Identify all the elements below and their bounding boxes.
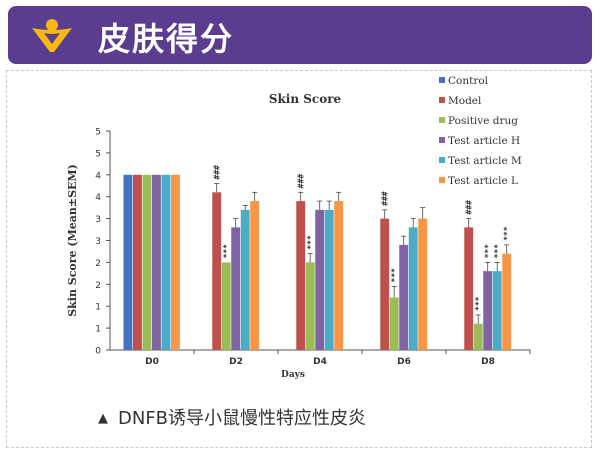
y-tick-label: 4 <box>95 193 101 203</box>
significance-label: *** <box>474 296 483 311</box>
y-axis-label: Skin Score (Mean±SEM) <box>66 164 79 317</box>
bar-test-article-h <box>315 209 325 350</box>
significance-label: ### <box>381 191 390 206</box>
bar-test-article-l <box>250 201 260 350</box>
x-axis-label: Days <box>281 370 305 380</box>
figure-caption: ▲ DNFB诱导小鼠慢性特应性皮炎 <box>98 404 366 430</box>
significance-label: *** <box>503 226 512 241</box>
significance-label: ### <box>465 200 474 215</box>
x-tick-label: D6 <box>397 357 411 367</box>
bar-test-article-l <box>418 218 428 350</box>
legend-swatch <box>439 177 445 183</box>
header-banner: 皮肤得分 <box>8 6 592 64</box>
bar-test-article-l <box>334 201 344 350</box>
legend-swatch <box>439 137 445 143</box>
significance-label: *** <box>493 244 502 259</box>
y-tick-label: 1 <box>95 303 101 313</box>
bar-positive-drug <box>473 323 483 350</box>
legend-swatch <box>439 97 445 103</box>
legend-entry: Test article M <box>448 155 522 167</box>
bar-model <box>212 192 222 350</box>
bar-test-article-h <box>152 174 161 350</box>
bar-model <box>464 227 474 350</box>
bar-positive-drug <box>221 262 231 350</box>
logo-icon <box>32 19 72 52</box>
legend-swatch <box>439 157 445 163</box>
bar-positive-drug <box>389 297 399 350</box>
legend-entry: Positive drug <box>448 115 518 127</box>
significance-label: *** <box>306 235 315 250</box>
chart-panel <box>6 70 592 448</box>
page-title: 皮肤得分 <box>98 20 235 58</box>
bar-test-article-m <box>161 174 171 350</box>
legend-entry: Test article H <box>448 135 520 147</box>
x-tick-label: D2 <box>229 357 243 367</box>
legend-entry: Model <box>448 95 482 107</box>
significance-label: *** <box>390 268 399 283</box>
significance-label: *** <box>222 244 231 259</box>
y-tick-label: 2 <box>95 259 101 269</box>
y-tick-label: 5 <box>95 128 101 138</box>
bar-model <box>296 201 306 350</box>
legend-swatch <box>439 117 445 123</box>
y-tick-label: 3 <box>95 237 101 247</box>
significance-label: ### <box>213 165 222 180</box>
y-tick-label: 1 <box>95 325 101 335</box>
bar-positive-drug <box>305 262 315 350</box>
bar-test-article-h <box>399 244 409 350</box>
y-tick-label: 3 <box>95 215 101 225</box>
bar-test-article-m <box>408 227 418 350</box>
caption-text: DNFB诱导小鼠慢性特应性皮炎 <box>118 408 367 429</box>
y-tick-label: 2 <box>95 281 101 291</box>
significance-label: *** <box>484 244 493 259</box>
y-tick-label: 5 <box>95 149 101 159</box>
bar-model <box>380 218 390 350</box>
bar-test-article-l <box>502 253 512 350</box>
bar-positive-drug <box>142 174 152 350</box>
bar-model <box>133 174 142 350</box>
bar-test-article-m <box>240 209 250 350</box>
bar-control <box>123 174 133 350</box>
bar-test-article-l <box>171 174 180 350</box>
bar-test-article-h <box>483 271 493 350</box>
x-tick-label: D0 <box>145 357 159 367</box>
legend-entry: Control <box>448 75 489 87</box>
x-tick-label: D4 <box>313 357 327 367</box>
significance-label: ### <box>297 174 306 189</box>
bar-test-article-m <box>324 209 334 350</box>
y-tick-label: 0 <box>95 347 101 357</box>
y-tick-label: 4 <box>95 171 101 181</box>
triangle-bullet-icon: ▲ <box>98 411 108 426</box>
legend-entry: Test article L <box>448 175 518 187</box>
chart-title: Skin Score <box>269 92 342 106</box>
x-tick-label: D8 <box>481 357 495 367</box>
bar-test-article-m <box>492 271 502 350</box>
legend-swatch <box>439 77 445 83</box>
bar-test-article-h <box>231 227 241 350</box>
